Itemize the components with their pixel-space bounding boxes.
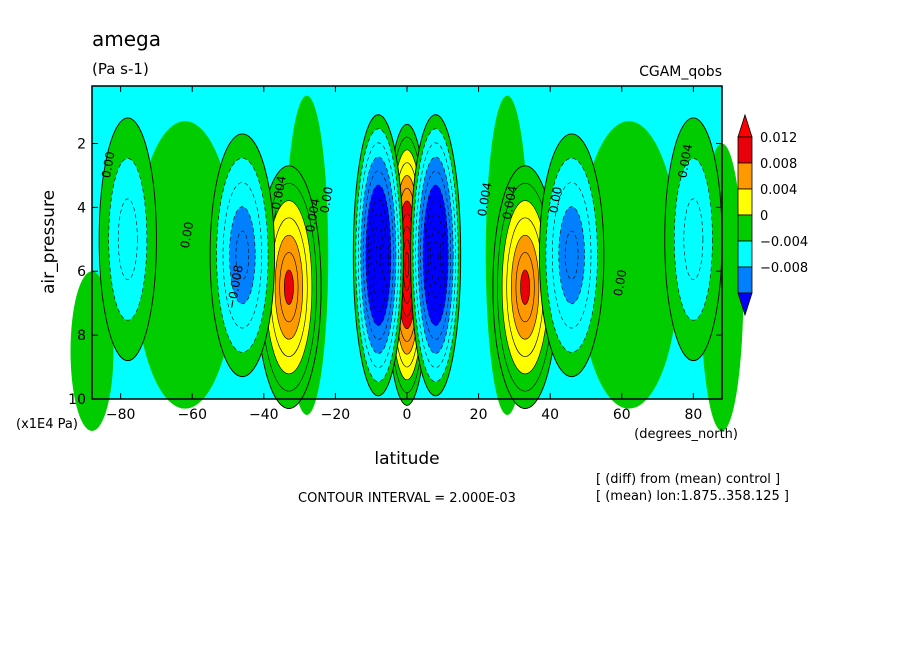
x-tick-label: −60 <box>177 407 207 423</box>
colorbar-swatch <box>737 136 753 164</box>
contour-label: 0.004 <box>303 197 323 233</box>
contour-band <box>432 240 439 270</box>
contour-band <box>564 230 579 280</box>
chart-title: amega <box>92 27 161 51</box>
contour-field <box>70 95 744 431</box>
colorbar-label: 0 <box>760 209 768 224</box>
contour-band <box>235 230 250 280</box>
colorbar-swatch <box>737 240 753 268</box>
y-tick-label: 10 <box>68 392 86 408</box>
x-tick-label: −20 <box>321 407 351 423</box>
contour-band <box>683 198 704 281</box>
dataset-label: CGAM_qobs <box>639 64 722 80</box>
contour-label: 0.004 <box>675 143 695 179</box>
y-axis: 2 4 6 8 10 <box>68 136 722 408</box>
colorbar-swatch <box>737 214 753 242</box>
contour-band <box>117 198 138 281</box>
units-label: (Pa s-1) <box>92 60 149 78</box>
contour-band <box>404 251 410 278</box>
colorbar-swatch <box>737 162 753 190</box>
field-region-positive <box>134 121 236 409</box>
y-tick-label: 4 <box>77 200 86 216</box>
colorbar-label: 0.008 <box>760 157 797 172</box>
colorbar-bottom-arrow <box>737 292 753 317</box>
contour-label: 0.00 <box>99 150 117 179</box>
x-tick-label: 0 <box>403 407 412 423</box>
contour-band <box>520 269 531 305</box>
colorbar-label: 0.012 <box>760 131 797 146</box>
contour-label: 0.00 <box>317 186 335 215</box>
colorbar-swatch <box>737 266 753 294</box>
colorbar: 0.012 0.008 0.004 0 −0.004 −0.008 <box>737 113 808 317</box>
x-units-label: (degrees_north) <box>634 427 738 442</box>
note-line-1: [ (diff) from (mean) control ] <box>596 472 780 487</box>
contour-label: 0.004 <box>475 181 495 217</box>
x-tick-label: 40 <box>541 407 559 423</box>
y-tick-label: 6 <box>77 264 86 280</box>
x-axis: −80 −60 −40 −20 0 20 40 60 80 <box>106 86 702 423</box>
x-tick-label: −40 <box>249 407 279 423</box>
contour-label: 0.00 <box>178 221 196 250</box>
colorbar-top-arrow <box>737 113 753 138</box>
contour-label: 0.00 <box>547 186 565 215</box>
x-tick-label: 20 <box>470 407 488 423</box>
y-tick-label: 8 <box>77 328 86 344</box>
contour-interval-text: CONTOUR INTERVAL = 2.000E-03 <box>298 491 516 506</box>
colorbar-swatch <box>737 188 753 216</box>
contour-band <box>375 240 382 270</box>
field-region-positive <box>578 121 680 409</box>
x-tick-label: 60 <box>613 407 631 423</box>
y-tick-label: 2 <box>77 136 86 152</box>
contour-band <box>283 269 294 305</box>
colorbar-label: −0.004 <box>760 235 808 250</box>
x-tick-label: −80 <box>106 407 136 423</box>
x-tick-label: 80 <box>684 407 702 423</box>
x-axis-label: latitude <box>374 449 439 469</box>
note-line-2: [ (mean) lon:1.875..358.125 ] <box>596 489 789 504</box>
contour-label: 0.00 <box>611 269 629 298</box>
colorbar-label: −0.008 <box>760 261 808 276</box>
colorbar-label: 0.004 <box>760 183 797 198</box>
y-units-label: (x1E4 Pa) <box>16 417 78 432</box>
y-axis-label: air_pressure <box>39 190 59 294</box>
contour-label: 0.004 <box>500 184 520 220</box>
